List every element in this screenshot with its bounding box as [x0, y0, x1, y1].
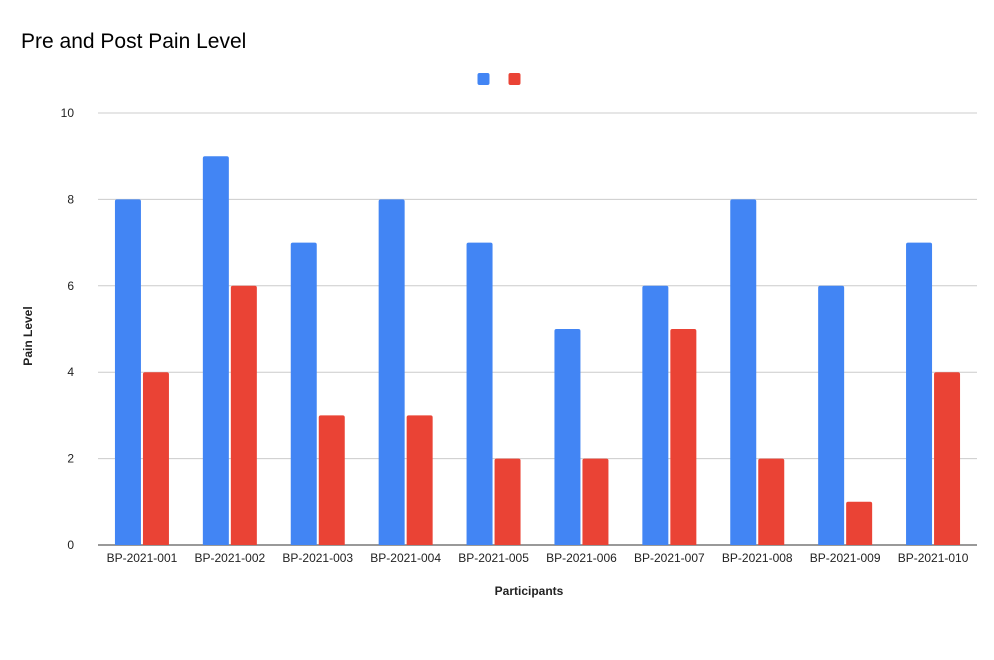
bar-series2-bp-2021-003 — [318, 415, 345, 545]
x-tick-label: BP-2021-004 — [370, 551, 441, 565]
bar-series1-bp-2021-005 — [466, 242, 493, 545]
bar-series1-bp-2021-002 — [202, 156, 229, 545]
legend-swatch-series2 — [508, 73, 521, 85]
bar-series2-bp-2021-007 — [670, 329, 697, 545]
x-tick-label: BP-2021-009 — [810, 551, 881, 565]
bar-series2-bp-2021-008 — [758, 458, 785, 545]
x-tick-label: BP-2021-006 — [546, 551, 617, 565]
bar-series1-bp-2021-010 — [906, 242, 933, 545]
y-tick-label: 4 — [67, 365, 74, 379]
x-axis-label: Participants — [495, 584, 564, 598]
y-tick-label: 8 — [67, 192, 74, 206]
x-tick-label: BP-2021-010 — [898, 551, 969, 565]
x-tick-label: BP-2021-002 — [194, 551, 265, 565]
bar-series2-bp-2021-002 — [230, 285, 257, 545]
x-tick-label: BP-2021-008 — [722, 551, 793, 565]
bar-series1-bp-2021-007 — [642, 285, 669, 545]
bar-series2-bp-2021-006 — [582, 458, 609, 545]
x-tick-label: BP-2021-001 — [107, 551, 178, 565]
y-tick-label: 2 — [67, 452, 74, 466]
legend-swatch-series1 — [477, 73, 490, 85]
chart-title: Pre and Post Pain Level — [21, 30, 246, 53]
bar-series1-bp-2021-004 — [378, 199, 405, 545]
x-tick-label: BP-2021-007 — [634, 551, 705, 565]
x-axis-ticks: BP-2021-001 BP-2021-002 BP-2021-003 BP-2021… — [107, 551, 969, 565]
bar-series2-bp-2021-005 — [494, 458, 521, 545]
bar-series1-bp-2021-003 — [290, 242, 317, 545]
bar-series1-bp-2021-008 — [730, 199, 757, 545]
bar-series2-bp-2021-004 — [406, 415, 433, 545]
x-tick-label: BP-2021-003 — [282, 551, 353, 565]
bar-series2-bp-2021-009 — [846, 501, 873, 545]
bar-series1-bp-2021-001 — [114, 199, 141, 545]
y-tick-label: 0 — [67, 538, 74, 552]
bar-series1-bp-2021-006 — [554, 329, 581, 545]
y-axis-label: Pain Level — [21, 306, 35, 365]
bars — [114, 156, 961, 545]
y-tick-label: 10 — [61, 106, 75, 120]
gridlines — [98, 112, 977, 546]
bar-series2-bp-2021-010 — [934, 372, 961, 545]
legend — [477, 73, 521, 85]
bar-series2-bp-2021-001 — [142, 372, 169, 545]
bar-series1-bp-2021-009 — [818, 285, 845, 545]
y-tick-label: 6 — [67, 279, 74, 293]
x-tick-label: BP-2021-005 — [458, 551, 529, 565]
y-axis-ticks: 0 2 4 6 8 10 — [61, 106, 75, 552]
